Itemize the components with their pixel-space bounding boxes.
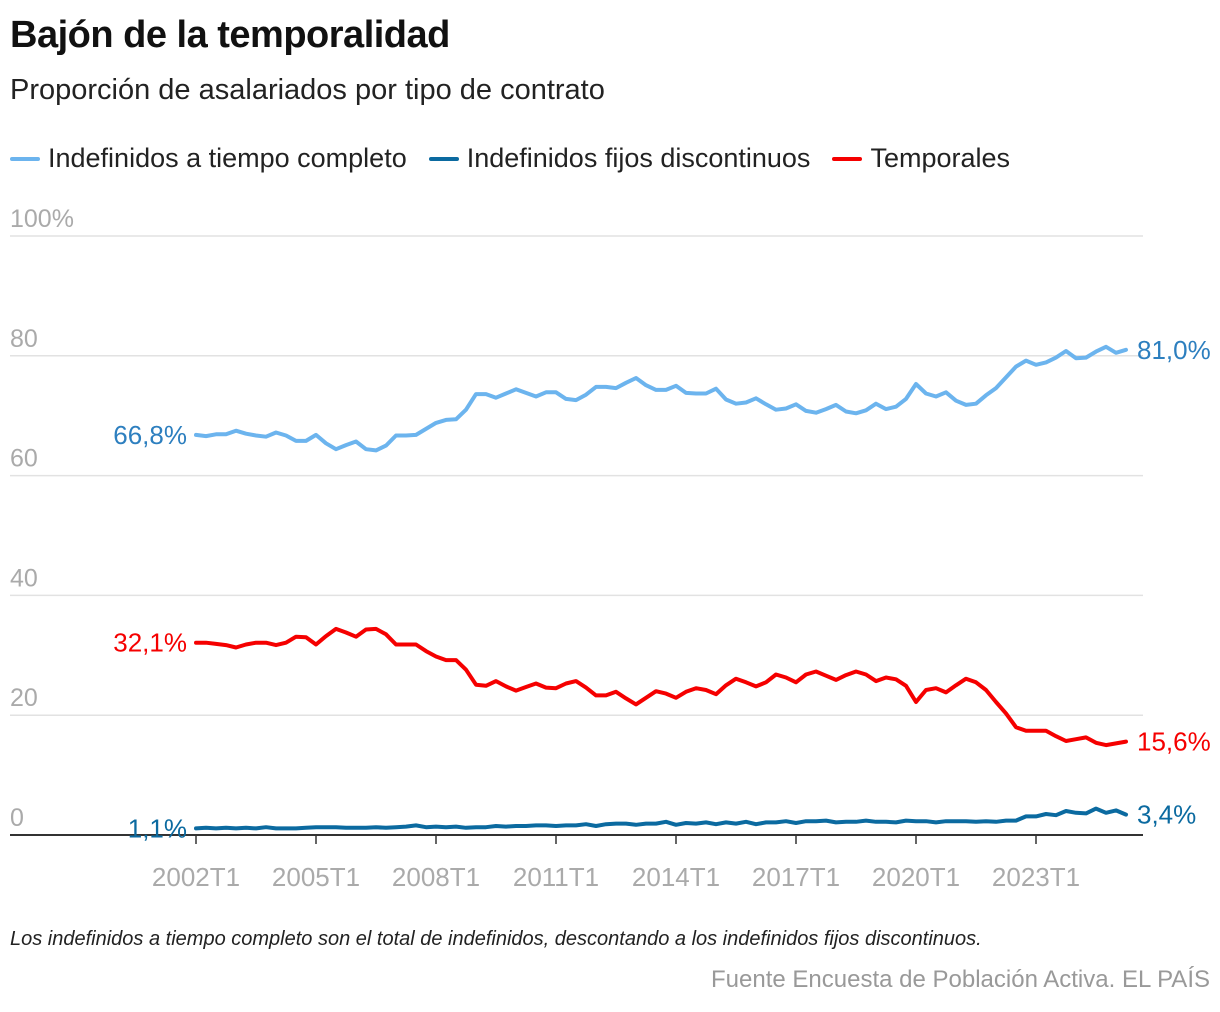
legend-swatch	[832, 156, 863, 161]
start-value-label: 32,1%	[113, 628, 187, 658]
y-tick-label: 40	[10, 564, 38, 592]
y-tick-label: 0	[10, 804, 24, 832]
legend: Indefinidos a tiempo completo Indefinido…	[10, 143, 1010, 174]
legend-label: Temporales	[870, 143, 1010, 173]
x-tick-label: 2017T1	[752, 862, 840, 892]
footnote: Los indefinidos a tiempo completo son el…	[10, 928, 982, 950]
x-tick-label: 2023T1	[992, 862, 1080, 892]
series-line-2	[194, 626, 1128, 748]
end-value-label: 81,0%	[1137, 335, 1211, 365]
x-tick-label: 2008T1	[392, 862, 480, 892]
legend-item-temporales: Temporales	[832, 143, 1010, 174]
y-tick-label: 60	[10, 445, 38, 473]
y-tick-label: 100%	[10, 205, 74, 233]
source-credit: Fuente Encuesta de Población Activa. EL …	[711, 966, 1210, 993]
end-value-label: 15,6%	[1137, 727, 1211, 757]
x-tick-label: 2011T1	[513, 862, 599, 892]
series-line-0	[194, 344, 1128, 453]
y-tick-label: 20	[10, 684, 38, 712]
x-tick-label: 2020T1	[872, 862, 960, 892]
end-value-label: 3,4%	[1137, 800, 1196, 830]
legend-swatch	[428, 156, 459, 161]
start-value-label: 1,1%	[128, 813, 187, 843]
x-tick-label: 2002T1	[152, 862, 240, 892]
chart-title: Bajón de la temporalidad	[10, 14, 450, 56]
x-tick-label: 2014T1	[632, 862, 720, 892]
legend-label: Indefinidos a tiempo completo	[48, 143, 407, 173]
legend-swatch	[10, 156, 40, 161]
legend-item-indefinidos-completo: Indefinidos a tiempo completo	[10, 143, 407, 174]
x-tick-label: 2005T1	[272, 862, 360, 892]
start-value-label: 66,8%	[113, 420, 187, 450]
series-line-1	[194, 806, 1128, 831]
chart-subtitle: Proporción de asalariados por tipo de co…	[10, 74, 605, 106]
legend-label: Indefinidos fijos discontinuos	[466, 143, 811, 173]
legend-item-fijos-discontinuos: Indefinidos fijos discontinuos	[428, 143, 811, 174]
y-tick-label: 80	[10, 325, 38, 353]
